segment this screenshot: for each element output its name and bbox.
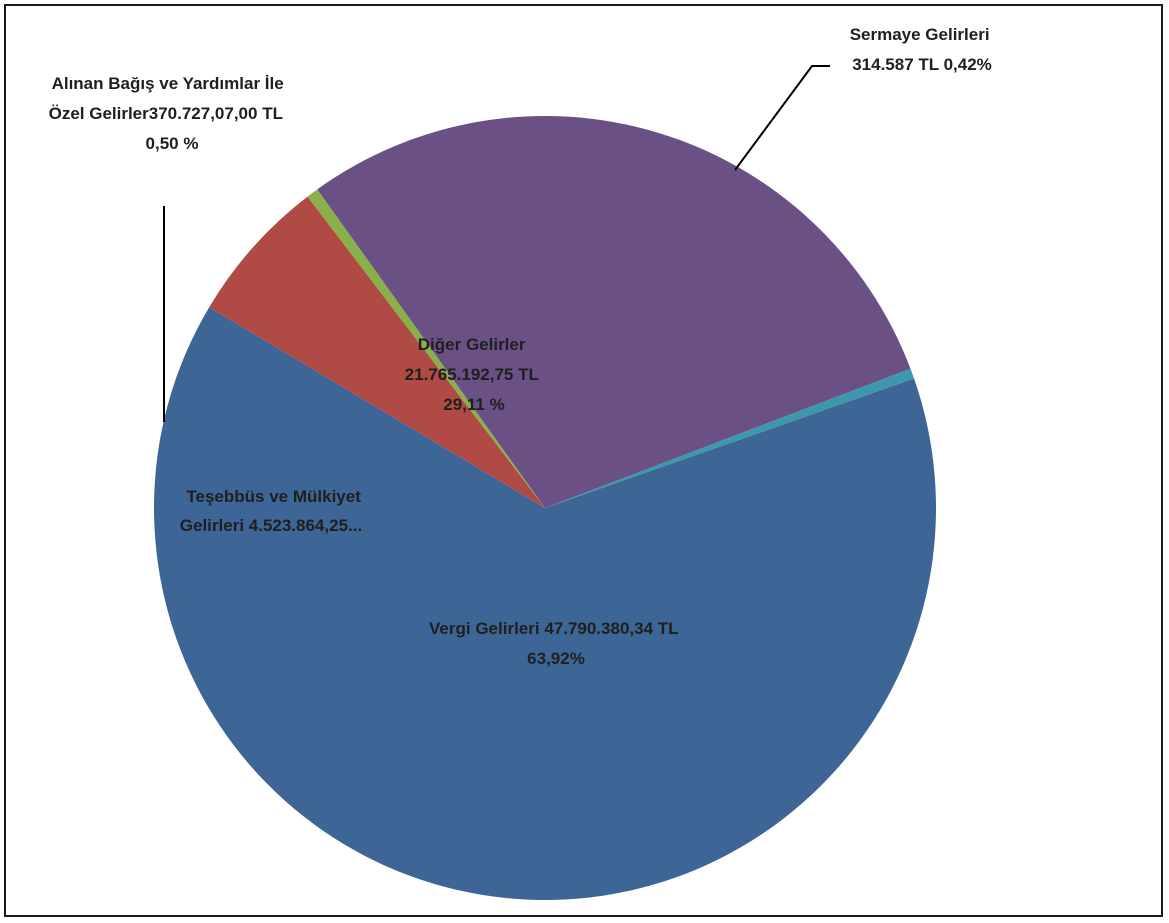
pie-slice-diger xyxy=(317,116,911,509)
label-bagis-line3: 0,50 % xyxy=(146,134,199,153)
leader-line-sermaye xyxy=(734,65,830,171)
label-bagis: Alınan Bağış ve Yardımlar İle Özel Gelir… xyxy=(49,74,289,153)
label-tesebbus-line2: Gelirleri 4.523.864,25... xyxy=(180,516,362,535)
pie-slice-vergi xyxy=(154,307,937,900)
label-diger-line3: 29,11 % xyxy=(443,395,504,414)
pie-slice-bagis xyxy=(307,189,545,508)
label-tesebbus-line1: Teşebbüs ve Mülkiyet xyxy=(186,487,361,506)
label-sermaye-line2: 314.587 TL 0,42% xyxy=(852,55,992,74)
slice-labels: Vergi Gelirleri 47.790.380,34 TL 63,92% … xyxy=(49,25,995,668)
label-sermaye-line1: Sermaye Gelirleri xyxy=(850,25,990,44)
pie-slice-tesebbus xyxy=(209,196,545,508)
label-diger-line1: Diğer Gelirler xyxy=(418,335,526,354)
pie-slices xyxy=(154,116,937,900)
leader-lines xyxy=(163,65,830,422)
label-tesebbus: Teşebbüs ve Mülkiyet Gelirleri 4.523.864… xyxy=(180,487,366,535)
label-vergi: Vergi Gelirleri 47.790.380,34 TL 63,92% xyxy=(429,619,683,668)
label-vergi-line2: 63,92% xyxy=(527,649,585,668)
label-diger-line2: 21.765.192,75 TL xyxy=(405,365,539,384)
label-bagis-line2: Özel Gelirler370.727,07,00 TL xyxy=(49,104,283,123)
label-sermaye: Sermaye Gelirleri 314.587 TL 0,42% xyxy=(850,25,995,74)
pie-slice-sermaye xyxy=(545,368,915,508)
label-diger: Diğer Gelirler 21.765.192,75 TL 29,11 % xyxy=(405,335,544,414)
label-bagis-line1: Alınan Bağış ve Yardımlar İle xyxy=(52,74,284,93)
label-vergi-line1: Vergi Gelirleri 47.790.380,34 TL xyxy=(429,619,678,638)
